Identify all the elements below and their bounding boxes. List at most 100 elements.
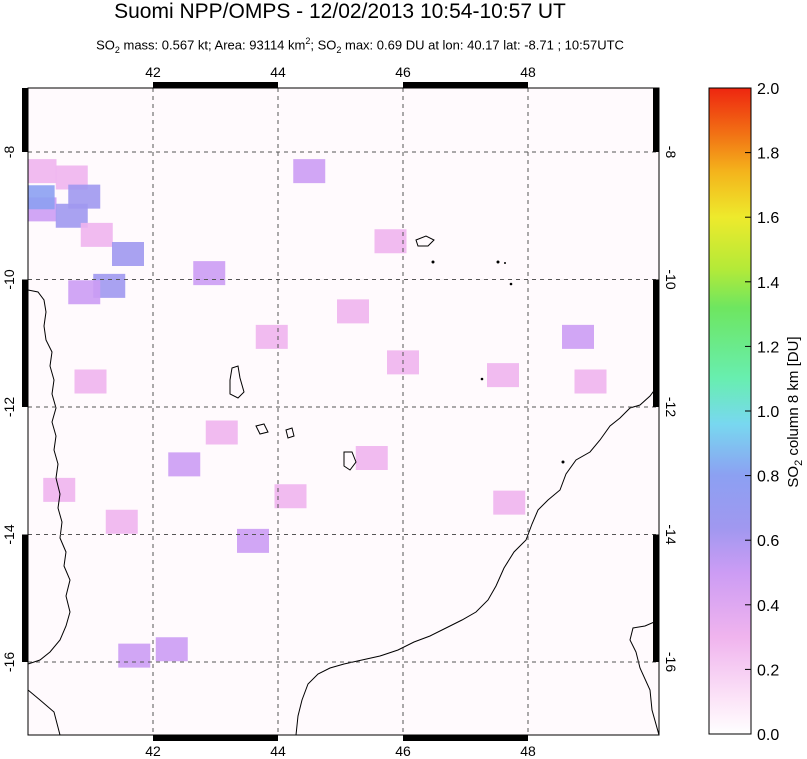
so2-cell-22 (105, 509, 138, 534)
colorbar-tick-label-0.0: 0.0 (757, 727, 779, 744)
x-tick-top-42: 42 (145, 64, 161, 80)
so2-cell-0 (28, 159, 57, 184)
y-tick-right--16: -16 (663, 652, 679, 672)
so2-cell-23 (205, 420, 238, 445)
border-bar-right-0 (653, 88, 659, 152)
border-bar-bottom-0 (153, 735, 278, 741)
subtitle-so2-prefix: SO (96, 37, 115, 53)
y-tick-left--12: -12 (1, 397, 17, 417)
so2-cell-29 (337, 299, 369, 324)
subtitle-mass-text: mass: 0.567 kt; Area: 93114 km (119, 37, 306, 53)
colorbar-label-sub: 2 (793, 460, 805, 466)
x-tick-bottom-42: 42 (145, 743, 161, 759)
so2-cell-9 (68, 280, 101, 305)
x-tick-bottom-44: 44 (270, 743, 286, 759)
colorbar (708, 87, 752, 735)
coastline-africa (28, 289, 71, 665)
colorbar-tick-label-2.0: 2.0 (757, 81, 779, 98)
x-tick-bottom-48: 48 (520, 743, 536, 759)
colorbar-label: SO2 column 8 km [DU] (785, 336, 805, 487)
island-dot-2 (496, 260, 500, 264)
colorbar-tick-label-0.4: 0.4 (757, 598, 779, 615)
so2-cell-10 (193, 261, 226, 286)
island-comoros-grande (229, 365, 245, 399)
chart-title: Suomi NPP/OMPS - 12/02/2013 10:54-10:57 … (114, 0, 566, 23)
so2-cell-26 (74, 369, 107, 394)
grid-lines (28, 88, 659, 735)
plot-frame (27, 87, 660, 736)
so2-cell-28 (255, 324, 288, 349)
axis-tick-labels: 42 42 44 44 46 46 48 48 -8 -8 -10 -10 -12 -12 -14 -14 -1… (1, 64, 679, 759)
y-tick-left--10: -10 (1, 269, 17, 289)
border-bar-left-2 (22, 279, 28, 407)
y-tick-left--8: -8 (1, 146, 17, 159)
so2-cell-14 (155, 637, 188, 662)
so2-cell-16 (237, 528, 269, 553)
y-tick-left--16: -16 (1, 652, 17, 672)
colorbar-label-rest: column 8 km [DU] (785, 336, 802, 459)
x-tick-top-48: 48 (520, 64, 536, 80)
colorbar-tick-label-1.2: 1.2 (757, 339, 779, 356)
border-bar-bottom-2 (403, 735, 528, 741)
coastline-tanzania-north (28, 689, 61, 735)
island-dot-5 (480, 377, 484, 381)
coastline-mainland-east (295, 383, 659, 735)
so2-cell-6 (80, 222, 113, 247)
x-tick-bottom-46: 46 (395, 743, 411, 759)
border-bar-top-0 (153, 82, 278, 88)
colorbar-tick-label-1.6: 1.6 (757, 210, 779, 227)
small-islands (431, 260, 565, 464)
so2-cell-24 (274, 484, 307, 509)
island-dot-1 (431, 260, 435, 264)
subtitle-max-text: max: 0.69 DU at lon: 40.17 lat: -8.71 ; … (341, 37, 624, 53)
y-tick-right--8: -8 (663, 146, 679, 159)
colorbar-tick-label-1.4: 1.4 (757, 275, 779, 292)
island-dot-4 (509, 282, 513, 286)
border-bar-left-0 (22, 88, 28, 152)
so2-cell-20 (487, 363, 519, 388)
x-tick-top-44: 44 (270, 64, 286, 80)
island-dot-6 (561, 460, 565, 464)
chart-subtitle: SO2 mass: 0.567 kt; Area: 93114 km2; SO2… (0, 36, 720, 55)
subtitle-so2-sub: 2 (114, 44, 120, 55)
y-tick-right--10: -10 (663, 269, 679, 289)
y-tick-right--12: -12 (663, 397, 679, 417)
x-tick-top-46: 46 (395, 64, 411, 80)
border-bar-left-4 (22, 534, 28, 662)
y-tick-left--14: -14 (1, 524, 17, 544)
subtitle-area-sup: 2 (305, 36, 311, 46)
so2-cell-17 (168, 452, 201, 477)
subtitle-max-sub: 2 (336, 44, 342, 55)
so2-cell-4 (28, 185, 55, 210)
colorbar-tick-label-1.8: 1.8 (757, 146, 779, 163)
border-bar-right-4 (653, 534, 659, 662)
so2-cell-25 (493, 490, 526, 515)
island-dot-3 (504, 262, 506, 264)
island-mayotte (343, 451, 357, 471)
so2-cell-7 (112, 242, 144, 266)
coastlines (28, 235, 659, 735)
island-comoros-anjouan (285, 427, 295, 439)
so2-cell-13 (562, 324, 594, 349)
colorbar-ticks: 2.0 1.8 1.6 1.4 1.2 1.0 0.8 0.6 0.4 0.2 0.0 (745, 81, 779, 744)
colorbar-tick-label-0.8: 0.8 (757, 469, 779, 486)
subtitle-max-prefix: ; SO (310, 37, 337, 53)
so2-cell-11 (293, 159, 326, 184)
colorbar-tick-label-0.6: 0.6 (757, 533, 779, 550)
coastline-madagascar (629, 619, 659, 735)
y-tick-right--14: -14 (663, 524, 679, 544)
colorbar-label-prefix: SO (785, 466, 802, 488)
so2-cell-18 (355, 446, 388, 470)
map-border-bars (22, 82, 659, 741)
border-bar-top-2 (403, 82, 528, 88)
border-bar-right-2 (653, 279, 659, 407)
colorbar-tick-label-1.0: 1.0 (757, 404, 779, 421)
island-aldabra (415, 235, 435, 247)
so2-cell-15 (118, 643, 151, 668)
island-comoros-moheli (255, 423, 269, 435)
plot-background (28, 88, 659, 735)
colorbar-tick-label-0.2: 0.2 (757, 662, 779, 679)
so2-cell-12 (374, 229, 407, 254)
so2-cell-21 (574, 369, 607, 394)
